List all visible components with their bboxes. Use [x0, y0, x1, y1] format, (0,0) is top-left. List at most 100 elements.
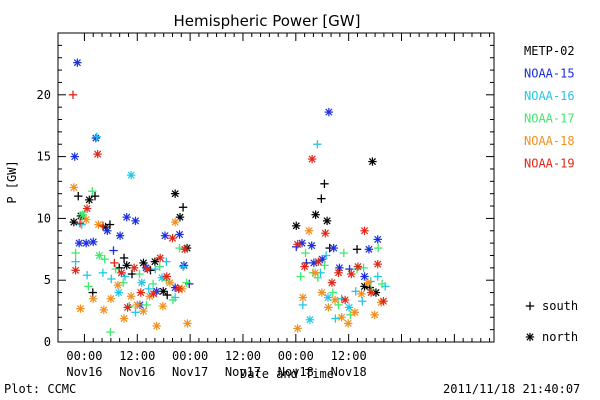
- marker-stroke: [328, 279, 336, 287]
- data-points: [68, 58, 390, 337]
- marker-stroke: [149, 290, 158, 298]
- data-point: [317, 288, 327, 297]
- legend-item: NOAA-19: [524, 157, 575, 171]
- marker-stroke: [73, 59, 81, 67]
- marker-stroke: [123, 261, 131, 269]
- x-tick-time: 12:00: [225, 349, 261, 363]
- data-point: [174, 284, 183, 294]
- marker-stroke: [341, 296, 349, 304]
- data-point: [152, 321, 161, 331]
- plot-credit: Plot: CCMC: [4, 382, 77, 396]
- x-tick-time: 00:00: [172, 349, 208, 363]
- marker-stroke: [153, 322, 161, 330]
- data-point: [98, 268, 108, 277]
- marker-stroke: [306, 316, 314, 324]
- data-point: [357, 289, 366, 298]
- marker-stroke: [175, 230, 184, 239]
- marker-legend-label: north: [542, 330, 578, 344]
- data-point: [89, 294, 98, 303]
- marker-stroke: [301, 263, 309, 271]
- data-point: [373, 243, 383, 253]
- y-tick-label: 5: [44, 273, 51, 287]
- data-point: [69, 217, 79, 227]
- marker-stroke: [324, 303, 332, 311]
- marker-stroke: [374, 235, 382, 243]
- data-point: [347, 269, 356, 279]
- data-point: [122, 212, 131, 222]
- data-point: [328, 288, 338, 297]
- y-tick-label: 0: [44, 335, 51, 349]
- data-point: [126, 292, 136, 301]
- y-tick-label: 15: [37, 150, 51, 164]
- data-point: [119, 253, 129, 263]
- series-noaa-15: [70, 58, 382, 310]
- data-point: [320, 261, 329, 270]
- data-point: [120, 272, 130, 281]
- marker-legend-symbol: [525, 332, 535, 342]
- marker-stroke: [330, 244, 338, 252]
- marker-stroke: [364, 279, 372, 287]
- data-point: [103, 226, 112, 235]
- data-point: [70, 152, 79, 161]
- data-point: [307, 154, 317, 164]
- data-point: [298, 293, 308, 302]
- marker-stroke: [171, 190, 179, 198]
- marker-stroke: [308, 242, 316, 250]
- marker-stroke: [367, 288, 375, 297]
- data-point: [115, 231, 125, 240]
- data-point: [73, 58, 82, 67]
- marker-stroke: [344, 319, 352, 328]
- y-axis-label: P [GW]: [5, 160, 19, 203]
- series-metp-02: [69, 157, 381, 300]
- marker-stroke: [151, 258, 159, 266]
- data-point: [95, 251, 104, 260]
- data-point: [137, 278, 146, 287]
- marker-stroke: [89, 295, 97, 303]
- marker-stroke: [292, 222, 300, 230]
- marker-stroke: [143, 265, 151, 273]
- marker-stroke: [103, 227, 111, 235]
- marker-stroke: [354, 263, 362, 271]
- y-tick-label: 20: [37, 88, 51, 102]
- data-point: [175, 243, 184, 253]
- marker-stroke: [166, 279, 174, 287]
- marker-stroke: [318, 288, 326, 297]
- data-point: [292, 221, 301, 231]
- data-point: [74, 238, 84, 248]
- timestamp: 2011/11/18 21:40:07: [443, 382, 581, 396]
- data-point: [82, 271, 92, 280]
- series-noaa-17: [71, 187, 387, 337]
- marker-stroke: [331, 296, 339, 304]
- marker-stroke: [294, 324, 302, 332]
- marker-stroke: [374, 260, 382, 268]
- data-point: [300, 262, 309, 271]
- data-point: [346, 310, 355, 320]
- marker-stroke: [159, 302, 167, 310]
- marker-stroke: [311, 269, 319, 277]
- data-point: [183, 319, 192, 328]
- data-point: [340, 295, 350, 305]
- data-point: [293, 240, 302, 249]
- data-point: [162, 257, 171, 266]
- marker-stroke: [117, 269, 125, 277]
- data-point: [113, 280, 123, 290]
- data-point: [307, 241, 316, 250]
- marker-stroke: [299, 293, 307, 302]
- data-point: [320, 179, 329, 188]
- data-point: [334, 268, 343, 277]
- marker-stroke: [83, 204, 91, 213]
- marker-stroke: [120, 314, 128, 323]
- data-point: [302, 258, 311, 268]
- marker-stroke: [345, 303, 353, 311]
- marker-stroke: [89, 238, 97, 246]
- marker-stroke: [357, 290, 366, 298]
- data-point: [68, 90, 78, 99]
- marker-stroke: [171, 284, 179, 292]
- data-point: [69, 183, 79, 192]
- marker-stroke: [130, 264, 138, 272]
- x-tick-time: 00:00: [278, 349, 314, 363]
- data-point: [148, 279, 158, 289]
- data-point: [168, 233, 177, 243]
- x-axis-label: Date and Time: [240, 367, 334, 381]
- data-point: [296, 272, 305, 281]
